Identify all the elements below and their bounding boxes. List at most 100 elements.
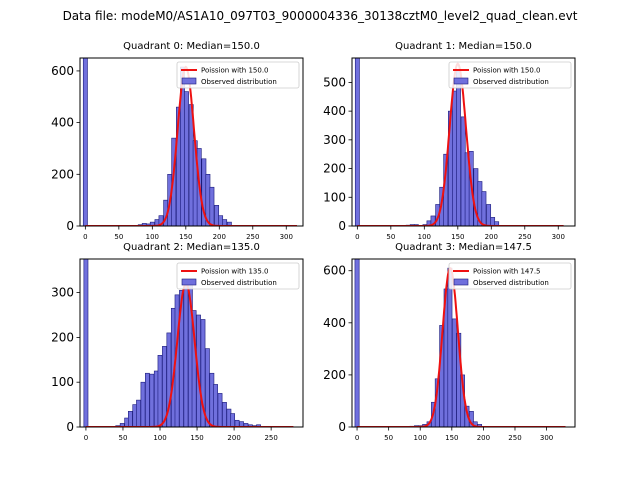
histogram-bar bbox=[481, 191, 487, 226]
y-tick-label: 0 bbox=[338, 219, 346, 233]
quadrant-1-axes: Quadrant 1: Median=150.0 0 50 100 150 200 250 3… bbox=[323, 41, 576, 241]
y-tick-label: 0 bbox=[66, 420, 74, 434]
x-tick-label: 0 bbox=[355, 434, 359, 442]
legend-observed-swatch bbox=[453, 77, 469, 85]
histogram-bar bbox=[234, 419, 240, 427]
y-tick-label: 100 bbox=[51, 375, 74, 389]
quadrant-2-axes: Quadrant 2: Median=135.0 0 50 100 150 200 250 0… bbox=[51, 242, 304, 442]
histogram-bar bbox=[213, 384, 218, 427]
quadrant-0-title: Quadrant 0: Median=150.0 bbox=[123, 41, 260, 52]
poisson-curve bbox=[85, 65, 297, 226]
legend-observed-swatch bbox=[181, 278, 197, 286]
x-tick-label: 100 bbox=[414, 434, 427, 442]
quadrant-3-frame bbox=[351, 258, 576, 428]
quadrant-2-plot-area bbox=[83, 259, 294, 427]
y-tick-label: 100 bbox=[323, 190, 346, 204]
histogram-bar bbox=[354, 58, 360, 226]
legend-box bbox=[176, 61, 300, 89]
poisson-curve bbox=[357, 267, 566, 427]
histogram-bar bbox=[460, 116, 466, 226]
x-tick-label: 150 bbox=[445, 434, 458, 442]
x-tick-label: 200 bbox=[227, 434, 240, 442]
quadrant-1-legend: Poission with 150.0 Observed distribution bbox=[448, 61, 572, 89]
y-tick-label: 300 bbox=[51, 286, 74, 300]
x-tick-label: 0 bbox=[84, 434, 88, 442]
legend-box bbox=[448, 262, 572, 290]
histogram-bar bbox=[158, 215, 164, 226]
x-tick-label: 0 bbox=[83, 233, 87, 241]
histogram-bar bbox=[214, 205, 220, 226]
y-tick-label: 600 bbox=[323, 264, 346, 278]
histogram-bar bbox=[209, 186, 215, 226]
quadrant-0-frame bbox=[79, 57, 304, 227]
histogram-bar bbox=[82, 58, 88, 226]
histogram-bar bbox=[354, 259, 360, 427]
histogram-bar bbox=[149, 221, 155, 226]
y-tick-label: 300 bbox=[323, 133, 346, 147]
quadrant-0-legend: Poission with 150.0 Observed distribution bbox=[176, 61, 300, 89]
y-tick-label: 0 bbox=[66, 219, 74, 233]
legend-poisson-label: Poission with 147.5 bbox=[473, 268, 541, 276]
quadrant-3-legend: Poission with 147.5 Observed distribution bbox=[448, 262, 572, 290]
x-tick-label: 250 bbox=[246, 233, 259, 241]
histogram-bar bbox=[83, 259, 89, 427]
x-tick-label: 50 bbox=[384, 434, 393, 442]
x-tick-label: 150 bbox=[190, 434, 203, 442]
x-tick-label: 200 bbox=[477, 434, 490, 442]
x-tick-label: 100 bbox=[146, 233, 159, 241]
histogram-bar bbox=[226, 221, 232, 226]
histogram-bar bbox=[230, 413, 235, 427]
y-tick-label: 500 bbox=[323, 75, 346, 89]
quadrant-1-title: Quadrant 1: Median=150.0 bbox=[395, 41, 532, 52]
quadrant-3-title: Quadrant 3: Median=147.5 bbox=[395, 242, 532, 253]
y-tick-label: 200 bbox=[323, 162, 346, 176]
y-tick-label: 200 bbox=[51, 167, 74, 181]
legend-observed-label: Observed distribution bbox=[473, 78, 549, 86]
histogram-bar bbox=[157, 355, 163, 427]
x-tick-label: 50 bbox=[386, 233, 395, 241]
quadrant-2-frame bbox=[79, 258, 304, 428]
histogram-bar bbox=[447, 267, 453, 427]
legend-observed-label: Observed distribution bbox=[201, 279, 277, 287]
legend-observed-swatch bbox=[453, 278, 469, 286]
x-tick-label: 50 bbox=[114, 233, 123, 241]
histogram-bar bbox=[217, 393, 223, 427]
histogram-bar bbox=[486, 204, 492, 226]
histogram-bar bbox=[128, 411, 133, 427]
y-tick-label: 400 bbox=[323, 316, 346, 330]
histogram-bar bbox=[451, 318, 457, 427]
histogram-bar bbox=[452, 90, 457, 226]
histogram-bar bbox=[183, 283, 189, 427]
x-tick-label: 250 bbox=[264, 434, 277, 442]
legend-poisson-label: Poission with 135.0 bbox=[201, 268, 269, 276]
legend-box bbox=[176, 262, 300, 290]
quadrant-2-legend: Poission with 135.0 Observed distribution bbox=[176, 262, 300, 290]
x-tick-label: 300 bbox=[552, 233, 565, 241]
histogram-bar bbox=[140, 381, 146, 427]
x-tick-label: 150 bbox=[451, 233, 464, 241]
histogram-bar bbox=[477, 424, 483, 427]
y-tick-label: 600 bbox=[51, 64, 74, 78]
histogram-bar bbox=[218, 215, 224, 226]
x-tick-label: 200 bbox=[485, 233, 498, 241]
histogram-bar bbox=[145, 372, 150, 427]
histogram-bar bbox=[136, 399, 141, 427]
x-tick-label: 50 bbox=[119, 434, 128, 442]
legend-box bbox=[448, 61, 572, 89]
figure-title: Data file: modeM0/AS1A10_097T03_90000043… bbox=[63, 9, 578, 23]
quadrant-2-title: Quadrant 2: Median=135.0 bbox=[123, 242, 260, 253]
x-tick-label: 250 bbox=[518, 233, 531, 241]
x-tick-label: 300 bbox=[280, 233, 293, 241]
histogram-bar bbox=[222, 402, 227, 427]
x-tick-label: 100 bbox=[418, 233, 431, 241]
histogram-bar bbox=[256, 424, 261, 427]
x-tick-label: 100 bbox=[153, 434, 166, 442]
legend-observed-label: Observed distribution bbox=[473, 279, 549, 287]
quadrant-3-plot-area bbox=[354, 259, 566, 427]
legend-observed-swatch bbox=[181, 77, 197, 85]
y-tick-label: 400 bbox=[323, 104, 346, 118]
y-tick-label: 200 bbox=[51, 330, 74, 344]
x-tick-label: 250 bbox=[508, 434, 521, 442]
quadrant-1-frame bbox=[351, 57, 576, 227]
